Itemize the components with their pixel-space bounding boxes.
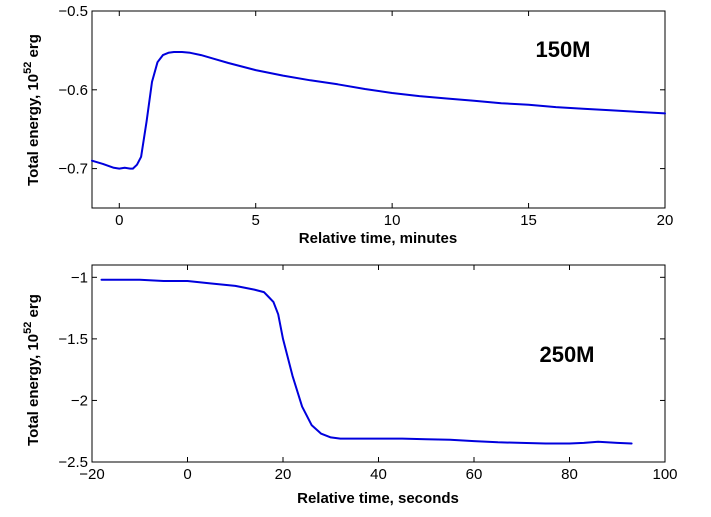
top-plot-frame xyxy=(91,10,666,209)
bottom-y-tick-label: −1.5 xyxy=(58,331,88,348)
bottom-y-tick-label: −2.5 xyxy=(58,454,88,471)
top-x-tick-label: 5 xyxy=(252,212,260,229)
top-x-tick-label: 0 xyxy=(115,212,123,229)
bottom-x-tick-label: 20 xyxy=(275,466,292,483)
bottom-x-tick-label: 0 xyxy=(183,466,191,483)
bottom-x-tick-label: −20 xyxy=(79,466,104,483)
top-series-group xyxy=(91,51,666,170)
top-x-axis-label: Relative time, minutes xyxy=(299,230,457,247)
bottom-y-tick-label: −2 xyxy=(71,392,88,409)
top-y-tick-label: −0.7 xyxy=(58,161,88,178)
bottom-series-group xyxy=(100,278,633,445)
top-tick-marks xyxy=(92,10,666,208)
top-x-tick-label: 10 xyxy=(384,212,401,229)
bottom-y-axis-label: Total energy, 1052 erg xyxy=(22,294,42,446)
bottom-x-tick-label: 100 xyxy=(652,466,677,483)
top-y-axis-label: Total energy, 1052 erg xyxy=(22,34,42,186)
top-tick-labels: 0 5 10 15 20 −0.7 −0.6 −0.5 xyxy=(58,3,673,229)
top-energy-series-line xyxy=(91,51,666,170)
bottom-tick-marks xyxy=(91,265,666,463)
bottom-energy-series-line xyxy=(100,278,633,445)
bottom-x-tick-label: 80 xyxy=(561,466,578,483)
top-chart-panel: 0 5 10 15 20 −0.7 −0.6 −0.5 Relative time, minu… xyxy=(22,3,673,247)
top-x-tick-label: 15 xyxy=(520,212,537,229)
bottom-chart-panel: −20 0 20 40 60 80 100 −2.5 −2 −1.5 −1 Relative tim… xyxy=(22,264,678,507)
top-x-tick-label: 20 xyxy=(657,212,674,229)
top-annotation-label: 150M xyxy=(535,37,590,62)
bottom-tick-labels: −20 0 20 40 60 80 100 −2.5 −2 −1.5 −1 xyxy=(58,269,677,483)
bottom-x-tick-label: 40 xyxy=(370,466,387,483)
bottom-y-tick-label: −1 xyxy=(71,269,88,286)
top-y-tick-label: −0.6 xyxy=(58,82,88,99)
top-y-tick-label: −0.5 xyxy=(58,3,88,20)
bottom-x-axis-label: Relative time, seconds xyxy=(297,490,459,507)
bottom-x-tick-label: 60 xyxy=(466,466,483,483)
bottom-annotation-label: 250M xyxy=(539,342,594,367)
